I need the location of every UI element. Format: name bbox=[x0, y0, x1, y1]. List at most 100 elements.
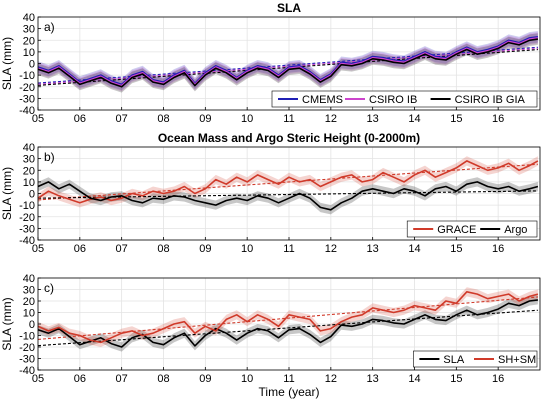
panel-label: b) bbox=[44, 150, 55, 164]
series-line-argo bbox=[37, 181, 539, 211]
legend-label-argo: Argo bbox=[504, 224, 527, 236]
series-band-csiro-ib-gia bbox=[38, 33, 538, 93]
y-tick-label: 40 bbox=[23, 273, 35, 285]
y-tick-label: 30 bbox=[23, 154, 35, 166]
trend-line-sh-sm bbox=[37, 296, 538, 340]
y-tick-label: -40 bbox=[19, 235, 35, 247]
legend-box bbox=[271, 90, 538, 108]
x-tick-label: 16 bbox=[492, 113, 504, 125]
y-tick-label: -40 bbox=[19, 105, 35, 117]
y-tick-label: -20 bbox=[19, 82, 35, 94]
series-line-sh-sm bbox=[37, 290, 539, 344]
y-tick-label: 40 bbox=[23, 12, 35, 24]
legend-box bbox=[406, 220, 538, 238]
y-tick-label: 10 bbox=[23, 308, 35, 320]
x-tick-label: 14 bbox=[408, 373, 420, 385]
y-tick-label: -20 bbox=[19, 342, 35, 354]
x-tick-label: 13 bbox=[367, 373, 379, 385]
y-tick-label: 10 bbox=[23, 47, 35, 59]
trend-line-argo bbox=[37, 190, 538, 199]
y-tick-label: -10 bbox=[19, 331, 35, 343]
x-tick-label: 14 bbox=[408, 243, 420, 255]
x-tick-label: 06 bbox=[74, 113, 86, 125]
x-tick-label: 13 bbox=[367, 113, 379, 125]
legend-label-csiro-ib-gia: CSIRO IB GIA bbox=[455, 94, 526, 106]
x-tick-label: 06 bbox=[74, 243, 86, 255]
x-tick-label: 13 bbox=[367, 243, 379, 255]
trend-line-grace bbox=[37, 163, 538, 201]
x-tick-label: 10 bbox=[241, 243, 253, 255]
y-axis-label: SLA (mm) bbox=[0, 167, 14, 220]
x-tick-label: 07 bbox=[116, 113, 128, 125]
y-tick-label: 0 bbox=[29, 59, 35, 71]
y-tick-label: -10 bbox=[19, 70, 35, 82]
x-tick-label: 08 bbox=[157, 113, 169, 125]
x-tick-label: 11 bbox=[283, 243, 294, 255]
y-tick-label: 10 bbox=[23, 177, 35, 189]
y-tick-label: -30 bbox=[19, 93, 35, 105]
x-tick-label: 08 bbox=[157, 243, 169, 255]
series-band-sla bbox=[38, 295, 538, 352]
panel-label: c) bbox=[44, 281, 54, 295]
series-line-csiro-ib bbox=[37, 37, 539, 87]
y-tick-label: -20 bbox=[19, 212, 35, 224]
y-tick-label: 20 bbox=[23, 35, 35, 47]
x-tick-label: 07 bbox=[116, 243, 128, 255]
x-tick-label: 09 bbox=[199, 373, 211, 385]
series-band-argo bbox=[38, 177, 538, 215]
legend: SLA SH+SM bbox=[413, 350, 538, 368]
legend-label-cmems: CMEMS bbox=[302, 94, 343, 106]
y-tick-label: 30 bbox=[23, 285, 35, 297]
x-tick-label: 05 bbox=[32, 243, 44, 255]
y-axis-label: SLA (mm) bbox=[0, 37, 14, 90]
x-tick-label: 12 bbox=[325, 243, 337, 255]
x-axis-label: Time (year) bbox=[259, 385, 320, 399]
y-tick-label: 0 bbox=[29, 319, 35, 331]
legend-label-sh-sm: SH+SM bbox=[498, 354, 536, 366]
y-tick-label: -30 bbox=[19, 223, 35, 235]
legend-label-sla: SLA bbox=[443, 354, 464, 366]
x-tick-label: 15 bbox=[450, 113, 462, 125]
y-tick-label: 20 bbox=[23, 165, 35, 177]
y-tick-label: 30 bbox=[23, 24, 35, 36]
y-tick-label: 0 bbox=[29, 189, 35, 201]
legend-label-grace: GRACE bbox=[437, 224, 476, 236]
x-tick-label: 16 bbox=[492, 243, 504, 255]
y-tick-label: 40 bbox=[23, 142, 35, 154]
x-tick-label: 10 bbox=[241, 113, 253, 125]
x-tick-label: 09 bbox=[199, 113, 211, 125]
y-tick-label: -40 bbox=[19, 365, 35, 377]
x-tick-label: 12 bbox=[325, 373, 337, 385]
series-band-csiro-ib bbox=[38, 32, 538, 92]
y-tick-label: -10 bbox=[19, 200, 35, 212]
x-tick-label: 05 bbox=[32, 373, 44, 385]
y-axis-label: SLA (mm) bbox=[0, 297, 14, 350]
x-tick-label: 06 bbox=[74, 373, 86, 385]
series-line-sla bbox=[37, 299, 539, 348]
x-tick-label: 15 bbox=[450, 373, 462, 385]
series-line-csiro-ib-gia bbox=[37, 38, 539, 88]
x-tick-label: 16 bbox=[492, 373, 504, 385]
x-tick-label: 11 bbox=[283, 113, 294, 125]
panel-title: Ocean Mass and Argo Steric Height (0-200… bbox=[158, 131, 420, 145]
panel-title: SLA bbox=[277, 1, 301, 15]
x-tick-label: 09 bbox=[199, 243, 211, 255]
panel-label: a) bbox=[44, 20, 55, 34]
legend: GRACE Argo bbox=[406, 220, 538, 238]
y-tick-label: -30 bbox=[19, 354, 35, 366]
legend-label-csiro-ib: CSIRO IB bbox=[369, 94, 417, 106]
x-tick-label: 07 bbox=[116, 373, 128, 385]
series-line-cmems bbox=[37, 36, 539, 86]
x-tick-label: 11 bbox=[283, 373, 294, 385]
x-tick-label: 10 bbox=[241, 373, 253, 385]
x-tick-label: 12 bbox=[325, 113, 337, 125]
x-tick-label: 08 bbox=[157, 373, 169, 385]
legend: CMEMS CSIRO IB CSIRO IB GIA bbox=[271, 90, 538, 108]
series-line-grace bbox=[37, 160, 539, 204]
x-tick-label: 14 bbox=[408, 113, 420, 125]
